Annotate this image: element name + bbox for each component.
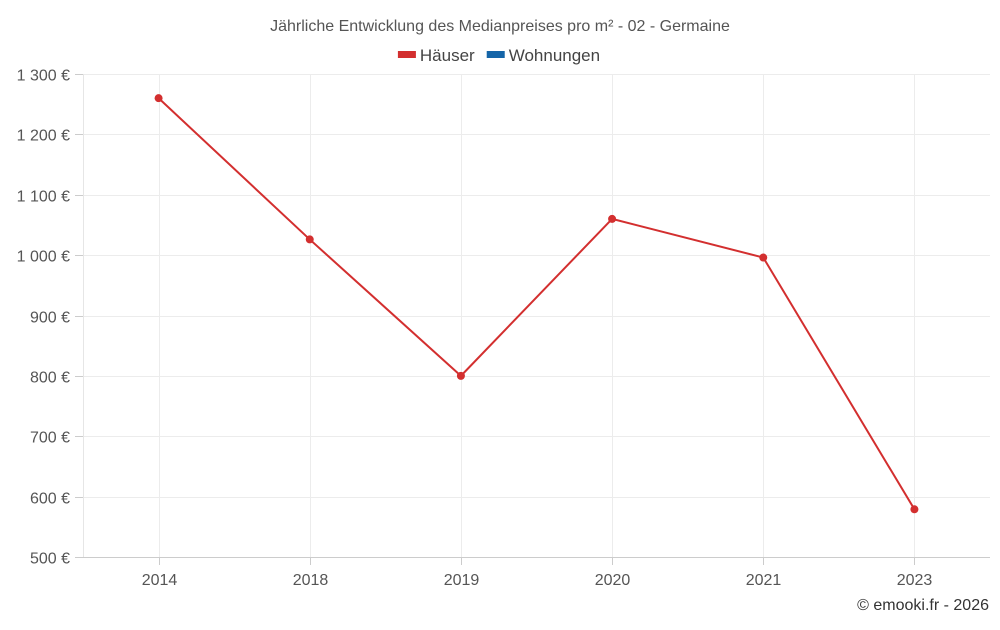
chart-grid xyxy=(83,74,990,557)
y-axis-ticks: 500 € 600 € 700 € 800 € 900 € 1 000 € 1 100 € 1… xyxy=(17,68,83,568)
chart-series xyxy=(154,94,919,514)
data-point xyxy=(759,253,768,262)
y-tick-label: 1 200 € xyxy=(17,128,70,145)
data-point xyxy=(305,235,314,244)
chart-axes xyxy=(83,74,990,558)
x-tick-label: 2018 xyxy=(293,572,329,589)
x-tick-label: 2019 xyxy=(444,572,480,589)
chart-legend: Häuser Wohnungen xyxy=(397,46,600,65)
data-point xyxy=(154,94,163,103)
x-axis-ticks: 2014 2018 2019 2020 2021 2023 xyxy=(142,557,933,589)
y-tick-label: 1 100 € xyxy=(17,189,70,206)
y-tick-label: 700 € xyxy=(30,430,70,447)
data-point xyxy=(608,214,617,223)
data-point xyxy=(456,371,465,380)
legend-label: Wohnungen xyxy=(509,46,600,65)
x-tick-label: 2014 xyxy=(142,572,178,589)
data-point xyxy=(910,505,919,514)
legend-swatch xyxy=(397,51,416,58)
x-tick-label: 2020 xyxy=(595,572,631,589)
copyright-watermark: © emooki.fr - 2026 xyxy=(857,597,989,614)
y-tick-label: 800 € xyxy=(30,370,70,387)
y-tick-label: 1 000 € xyxy=(17,249,70,266)
legend-item-wohnungen: Wohnungen xyxy=(486,46,600,65)
legend-item-häuser: Häuser xyxy=(397,46,475,65)
chart-title: Jährliche Entwicklung des Medianpreises … xyxy=(270,18,730,35)
x-tick-label: 2021 xyxy=(746,572,782,589)
legend-label: Häuser xyxy=(420,46,475,65)
legend-swatch xyxy=(486,51,505,58)
y-tick-label: 500 € xyxy=(30,551,70,568)
y-tick-label: 600 € xyxy=(30,491,70,508)
y-tick-label: 900 € xyxy=(30,310,70,327)
series-line-häuser xyxy=(157,97,916,510)
y-tick-label: 1 300 € xyxy=(17,68,70,85)
x-tick-label: 2023 xyxy=(897,572,933,589)
